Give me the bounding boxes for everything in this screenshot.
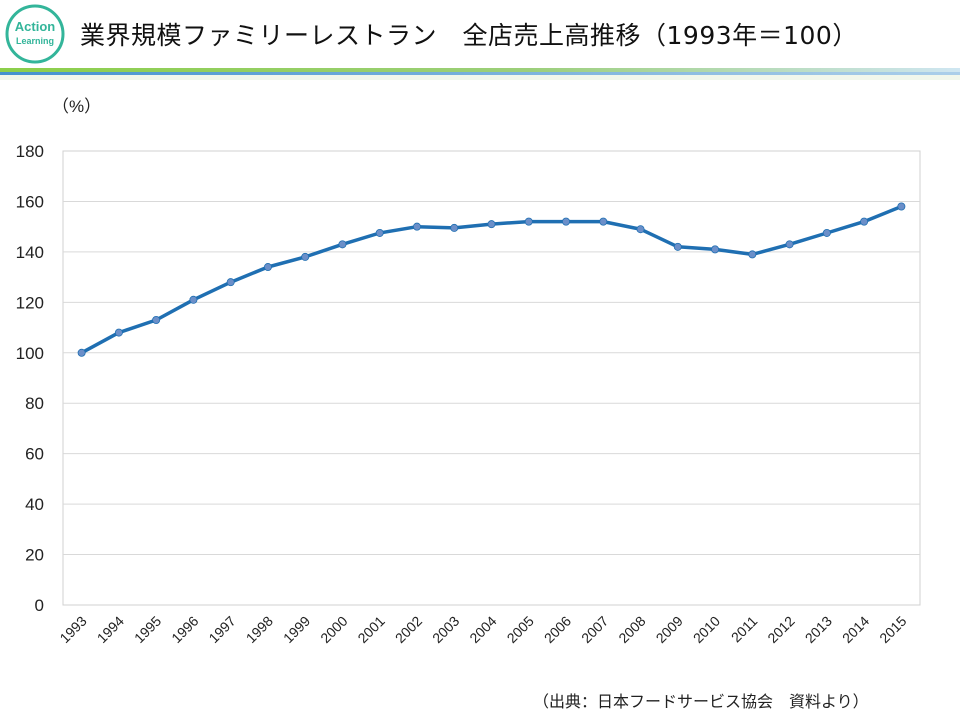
x-tick-label: 2010 — [690, 613, 723, 646]
slide-title: 業界規模ファミリーレストラン 全店売上高推移（1993年＝100） — [80, 21, 858, 50]
data-point-2001 — [375, 228, 384, 237]
data-point-1994 — [114, 328, 123, 337]
data-point-2005 — [524, 217, 533, 226]
x-tick-label: 1995 — [131, 613, 164, 646]
x-tick-label: 2013 — [802, 613, 835, 646]
data-point-1996 — [189, 295, 198, 304]
data-point-1997 — [226, 278, 235, 287]
x-tick-label: 2015 — [876, 613, 909, 646]
y-tick-label: 0 — [35, 596, 44, 615]
x-tick-label: 2006 — [541, 613, 574, 646]
data-point-2013 — [822, 228, 831, 237]
x-tick-label: 2002 — [392, 613, 425, 646]
x-tick-label: 1994 — [94, 613, 127, 646]
series-group — [77, 202, 906, 357]
y-tick-label: 100 — [16, 344, 44, 363]
x-tick-label: 2009 — [653, 613, 686, 646]
y-tick-label: 140 — [16, 243, 44, 262]
y-tick-label: 40 — [25, 495, 44, 514]
series-line-0 — [79, 204, 904, 355]
x-tick-label: 2001 — [354, 613, 387, 646]
logo-line2: Learning — [16, 36, 54, 46]
y-tick-label: 160 — [16, 192, 44, 211]
logo-line1: Action — [15, 19, 56, 34]
data-point-2009 — [673, 242, 682, 251]
x-tick-label: 2004 — [466, 613, 499, 646]
y-tick-label: 120 — [16, 293, 44, 312]
data-point-1995 — [152, 315, 161, 324]
data-point-1998 — [263, 263, 272, 272]
x-tick-label: 1998 — [243, 613, 276, 646]
x-tick-label: 2005 — [504, 613, 537, 646]
plot-area-border — [62, 150, 921, 606]
data-point-2015 — [897, 202, 906, 211]
y-tick-label: 180 — [16, 142, 44, 161]
data-point-2008 — [636, 225, 645, 234]
x-tick-label: 1996 — [168, 613, 201, 646]
x-tick-labels: 1993 1994 1995 1996 1997 1998 1999 2000 2001 2002… — [56, 613, 909, 646]
data-point-2000 — [338, 240, 347, 249]
x-tick-label: 2012 — [764, 613, 797, 646]
data-point-2014 — [860, 217, 869, 226]
data-point-2012 — [785, 240, 794, 249]
data-point-2002 — [412, 222, 421, 231]
data-point-2010 — [711, 245, 720, 254]
y-tick-label: 80 — [25, 394, 44, 413]
data-point-1993 — [77, 348, 86, 357]
action-learning-logo: Action Learning — [5, 4, 65, 64]
data-point-2006 — [562, 217, 571, 226]
y-axis-unit-label: （%） — [52, 97, 101, 116]
x-tick-label: 2007 — [578, 613, 611, 646]
x-tick-label: 1999 — [280, 613, 313, 646]
source-note: （出典：日本フードサービス協会 資料より） — [533, 692, 869, 711]
x-tick-label: 2000 — [317, 613, 350, 646]
data-point-2004 — [487, 220, 496, 229]
data-point-2011 — [748, 250, 757, 259]
gridlines — [63, 200, 920, 606]
x-tick-label: 1997 — [205, 613, 238, 646]
title-rule — [0, 68, 960, 80]
data-point-1999 — [301, 252, 310, 261]
x-tick-label: 2014 — [839, 613, 872, 646]
y-tick-label: 20 — [25, 546, 44, 565]
x-tick-label: 2003 — [429, 613, 462, 646]
y-tick-label: 60 — [25, 445, 44, 464]
x-tick-label: 2008 — [615, 613, 648, 646]
x-tick-label: 2011 — [728, 613, 761, 646]
y-tick-labels: 0 20 40 60 80 100 120 140 160 180 — [16, 142, 44, 615]
data-point-2003 — [450, 223, 459, 232]
data-point-2007 — [599, 217, 608, 226]
x-tick-label: 1993 — [56, 613, 89, 646]
